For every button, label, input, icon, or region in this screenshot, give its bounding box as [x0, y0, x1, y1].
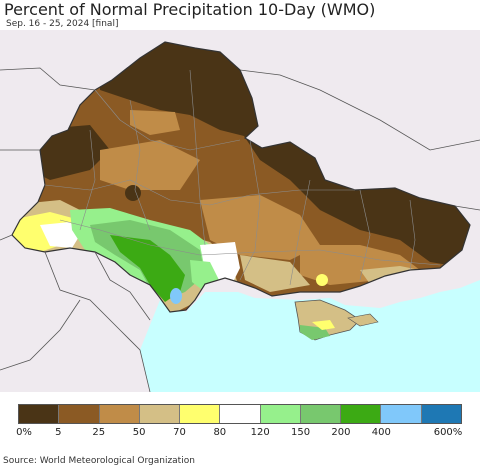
- legend-swatch: [259, 405, 300, 423]
- legend-swatch: [420, 405, 461, 423]
- country-borders: [0, 67, 480, 392]
- legend-tick-label: 50: [132, 427, 146, 438]
- map-title: Percent of Normal Precipitation 10-Day (…: [4, 0, 376, 19]
- legend-swatch: [340, 405, 381, 423]
- legend-tick-label: 5: [55, 427, 62, 438]
- ukraine-border: [11, 41, 471, 313]
- color-legend: [18, 404, 462, 424]
- oblast-boundaries: [44, 69, 441, 286]
- legend-tick-label: 120: [250, 427, 270, 438]
- legend-swatch: [58, 405, 99, 423]
- legend-swatch: [179, 405, 220, 423]
- legend-swatch: [19, 405, 59, 423]
- legend-swatch: [98, 405, 139, 423]
- legend-tick-label: 80: [213, 427, 227, 438]
- legend-swatch: [138, 405, 180, 423]
- legend-tick-label: 600%: [433, 427, 463, 438]
- legend-swatch: [219, 405, 260, 423]
- legend-tick-label: 400: [371, 427, 391, 438]
- legend-swatch: [299, 405, 341, 423]
- source-note: Source: World Meteorological Organizatio…: [3, 456, 195, 466]
- legend-tick-label: 25: [92, 427, 106, 438]
- legend-tick-label: 0%: [16, 427, 32, 438]
- legend-ticks: 0% 5 25 50 70 80 120 150 200 400 600%: [0, 427, 480, 441]
- legend-tick-label: 150: [290, 427, 311, 438]
- precipitation-map: [0, 30, 480, 392]
- legend-tick-label: 70: [173, 427, 186, 438]
- legend-tick-label: 200: [331, 427, 351, 438]
- legend-swatch: [380, 405, 421, 423]
- map-subtitle: Sep. 16 - 25, 2024 [final]: [6, 19, 119, 29]
